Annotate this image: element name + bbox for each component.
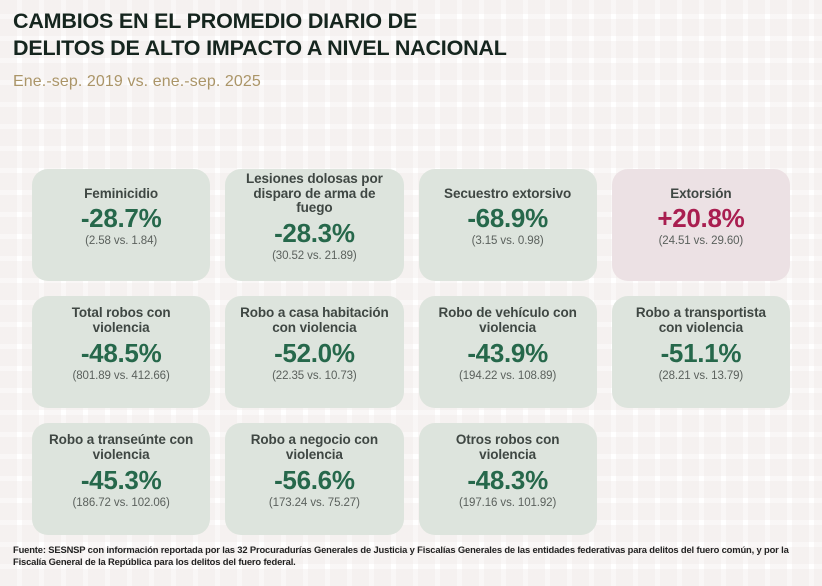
crime-values-comparison: (194.22 vs. 108.89) [459,369,557,382]
crime-name: Secuestro extorsivo [444,185,572,201]
crime-name: Otros robos con violencia [455,432,560,463]
crime-card-robo-transeunte: Robo a transeúnte con violencia -45.3% (… [32,423,211,535]
crime-values-comparison: (24.51 vs. 29.60) [658,235,744,248]
page-title-line1: CAMBIOS EN EL PROMEDIO DIARIO DE [13,9,418,33]
crime-card-total-robos: Total robos con violencia -48.5% (801.89… [32,296,211,408]
crime-change-pct: -48.5% [80,337,162,368]
crime-name: Feminicidio [84,185,159,201]
crime-change-pct: -68.9% [467,203,548,234]
period-subtitle: Ene.-sep. 2019 vs. ene.-sep. 2025 [13,73,261,91]
crime-card-robo-negocio: Robo a negocio con violencia -56.6% (173… [225,423,404,535]
crime-card-robo-vehiculo: Robo de vehículo con violencia -43.9% (1… [418,296,597,408]
crime-name: Robo de vehículo con violencia [438,305,577,336]
crime-change-pct: +20.8% [657,203,745,234]
crime-values-comparison: (801.89 vs. 412.66) [72,369,170,382]
crime-card-feminicidio: Feminicidio -28.7% (2.58 vs. 1.84) [32,169,211,281]
crime-values-comparison: (28.21 vs. 13.79) [658,369,744,382]
crime-card-extorsion: Extorsión +20.8% (24.51 vs. 29.60) [611,169,790,281]
crime-card-secuestro-extorsivo: Secuestro extorsivo -68.9% (3.15 vs. 0.9… [418,169,597,281]
crime-change-pct: -51.1% [660,337,742,368]
crime-values-comparison: (30.52 vs. 21.89) [272,250,357,263]
crime-change-pct: -28.7% [80,203,162,234]
crime-name: Robo a transeúnte con violencia [49,432,194,463]
header: CAMBIOS EN EL PROMEDIO DIARIO DE DELITOS… [13,8,803,91]
source-note: Fuente: SESNSP con información reportada… [13,544,789,568]
crime-name: Robo a negocio con violencia [250,432,378,463]
crime-name: Total robos con violencia [71,305,171,336]
crime-values-comparison: (22.35 vs. 10.73) [272,369,357,382]
crime-values-comparison: (3.15 vs. 0.98) [471,235,544,248]
crime-name: Extorsión [670,185,732,201]
crime-values-comparison: (2.58 vs. 1.84) [85,235,158,248]
crime-cards-grid: Feminicidio -28.7% (2.58 vs. 1.84) Lesio… [32,169,790,535]
page-title: CAMBIOS EN EL PROMEDIO DIARIO DE DELITOS… [13,8,803,61]
crime-values-comparison: (173.24 vs. 75.27) [268,496,360,509]
crime-name: Lesiones dolosas por disparo de arma de … [245,170,383,216]
crime-card-lesiones-dolosas: Lesiones dolosas por disparo de arma de … [225,169,404,281]
page-title-line2: DELITOS DE ALTO IMPACTO A NIVEL NACIONAL [13,35,507,60]
crime-change-pct: -45.3% [80,464,162,495]
crime-change-pct: -28.3% [274,218,355,249]
crime-card-otros-robos: Otros robos con violencia -48.3% (197.16… [418,423,597,535]
crime-change-pct: -52.0% [274,337,355,368]
crime-values-comparison: (197.16 vs. 101.92) [459,496,557,509]
crime-name: Robo a transportista con violencia [635,305,766,336]
crime-change-pct: -48.3% [467,464,548,495]
crime-card-robo-casa-habitacion: Robo a casa habitación con violencia -52… [225,296,404,408]
crime-name: Robo a casa habitación con violencia [240,305,389,336]
crime-change-pct: -43.9% [467,337,548,368]
crime-card-robo-transportista: Robo a transportista con violencia -51.1… [611,296,790,408]
crime-change-pct: -56.6% [274,464,355,495]
crime-values-comparison: (186.72 vs. 102.06) [72,496,170,509]
